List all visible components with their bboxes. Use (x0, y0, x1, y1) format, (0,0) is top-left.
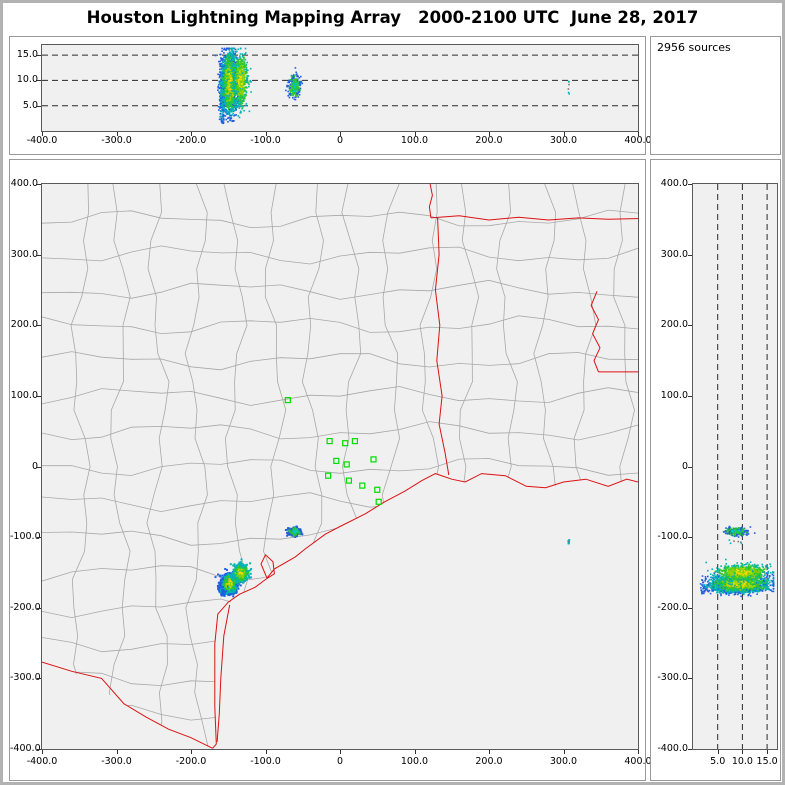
tick-mark (42, 750, 43, 754)
tick-label: 100.0 (400, 756, 429, 767)
tick-label: -300.0 (10, 672, 41, 684)
tick-label: 15.0 (756, 756, 778, 767)
tick-label: 300.0 (549, 756, 578, 767)
tick-mark (489, 132, 490, 136)
tick-mark (717, 750, 719, 754)
tick-label: -100.0 (250, 135, 281, 146)
lightning-points-ns (699, 525, 775, 598)
tick-label: 400.0 (10, 178, 38, 189)
tick-label: -200.0 (175, 135, 207, 146)
panel-altitude-ns-projection: 5.0 10.0 15.0 400.0 300.0 200.0 100.0 0 -100.0 -2… (650, 159, 781, 781)
tick-label: 200.0 (10, 319, 38, 331)
panel-plan-view-map: -400.0 -300.0 -200.0 -100.0 0 100.0 200.0 300.0… (9, 159, 652, 781)
tick-label: 0 (31, 460, 38, 472)
tick-label: 200.0 (475, 756, 503, 767)
tick-mark (42, 132, 43, 136)
tick-mark (638, 750, 639, 754)
tick-label: 10.0 (16, 74, 38, 86)
tick-label: -200.0 (175, 756, 207, 767)
station-markers (284, 397, 382, 505)
lightning-points-plan (214, 525, 571, 598)
tick-mark (191, 132, 192, 136)
ew-projection-plot-area (41, 44, 639, 132)
tick-label: 0 (336, 135, 344, 146)
tick-mark (414, 132, 416, 136)
altitude-dashed-lines (42, 54, 638, 107)
tick-label: 100.0 (400, 135, 429, 146)
tick-label: 10.0 (731, 756, 753, 767)
tick-label: -300.0 (657, 672, 688, 684)
tick-label: -100.0 (657, 531, 688, 543)
plan-view-plot-area (41, 183, 639, 750)
tick-mark (767, 750, 769, 754)
tick-label: -400.0 (26, 135, 58, 146)
tick-label: 200.0 (660, 319, 688, 331)
tick-label: 5.0 (710, 756, 726, 767)
tick-label: -200.0 (10, 601, 41, 613)
tick-mark (340, 750, 341, 754)
tick-mark (638, 132, 639, 136)
tick-label: 15.0 (16, 49, 38, 61)
page-title: Houston Lightning Mapping Array 2000-210… (86, 8, 699, 27)
ns-projection-canvas (699, 184, 775, 749)
tick-label: -400.0 (10, 743, 41, 754)
tick-label: 0 (681, 460, 688, 472)
tick-label: -300.0 (101, 756, 132, 767)
ns-projection-plot-area (692, 183, 778, 750)
county-lines (42, 184, 638, 749)
tick-label: 0 (336, 756, 344, 767)
tick-label: 100.0 (10, 389, 38, 401)
tick-label: 300.0 (660, 248, 688, 260)
tick-mark (563, 750, 565, 754)
plan-view-canvas (42, 184, 638, 749)
tick-label: -200.0 (657, 601, 688, 613)
tick-label: 5.0 (22, 99, 38, 111)
lightning-points-ew (214, 47, 570, 125)
tick-label: 300.0 (10, 248, 38, 260)
tick-label: -100.0 (250, 756, 281, 767)
altitude-dashed-lines (717, 184, 768, 749)
tick-mark (191, 750, 192, 754)
tick-label: 400.0 (660, 178, 688, 189)
panel-source-count: 2956 sources (650, 36, 781, 155)
tick-mark (265, 750, 267, 754)
tick-mark (116, 750, 118, 754)
ew-projection-canvas (42, 47, 638, 125)
tick-label: -400.0 (657, 743, 688, 754)
tick-mark (563, 132, 565, 136)
tick-label: 100.0 (660, 389, 688, 401)
tick-mark (742, 750, 744, 754)
tick-mark (414, 750, 416, 754)
tick-mark (265, 132, 267, 136)
tick-label: -400.0 (26, 756, 58, 767)
state-borders-coastline (42, 184, 638, 749)
tick-mark (116, 132, 118, 136)
tick-label: -100.0 (10, 531, 41, 543)
tick-label: 300.0 (549, 135, 578, 146)
tick-label: -300.0 (101, 135, 132, 146)
tick-mark (340, 132, 341, 136)
tick-label: 200.0 (475, 135, 503, 146)
tick-mark (489, 750, 490, 754)
sources-count-label: 2956 sources (657, 41, 731, 54)
panel-altitude-ew-projection: -400.0 -300.0 -200.0 -100.0 0 100.0 200.0 300.0… (9, 36, 652, 155)
